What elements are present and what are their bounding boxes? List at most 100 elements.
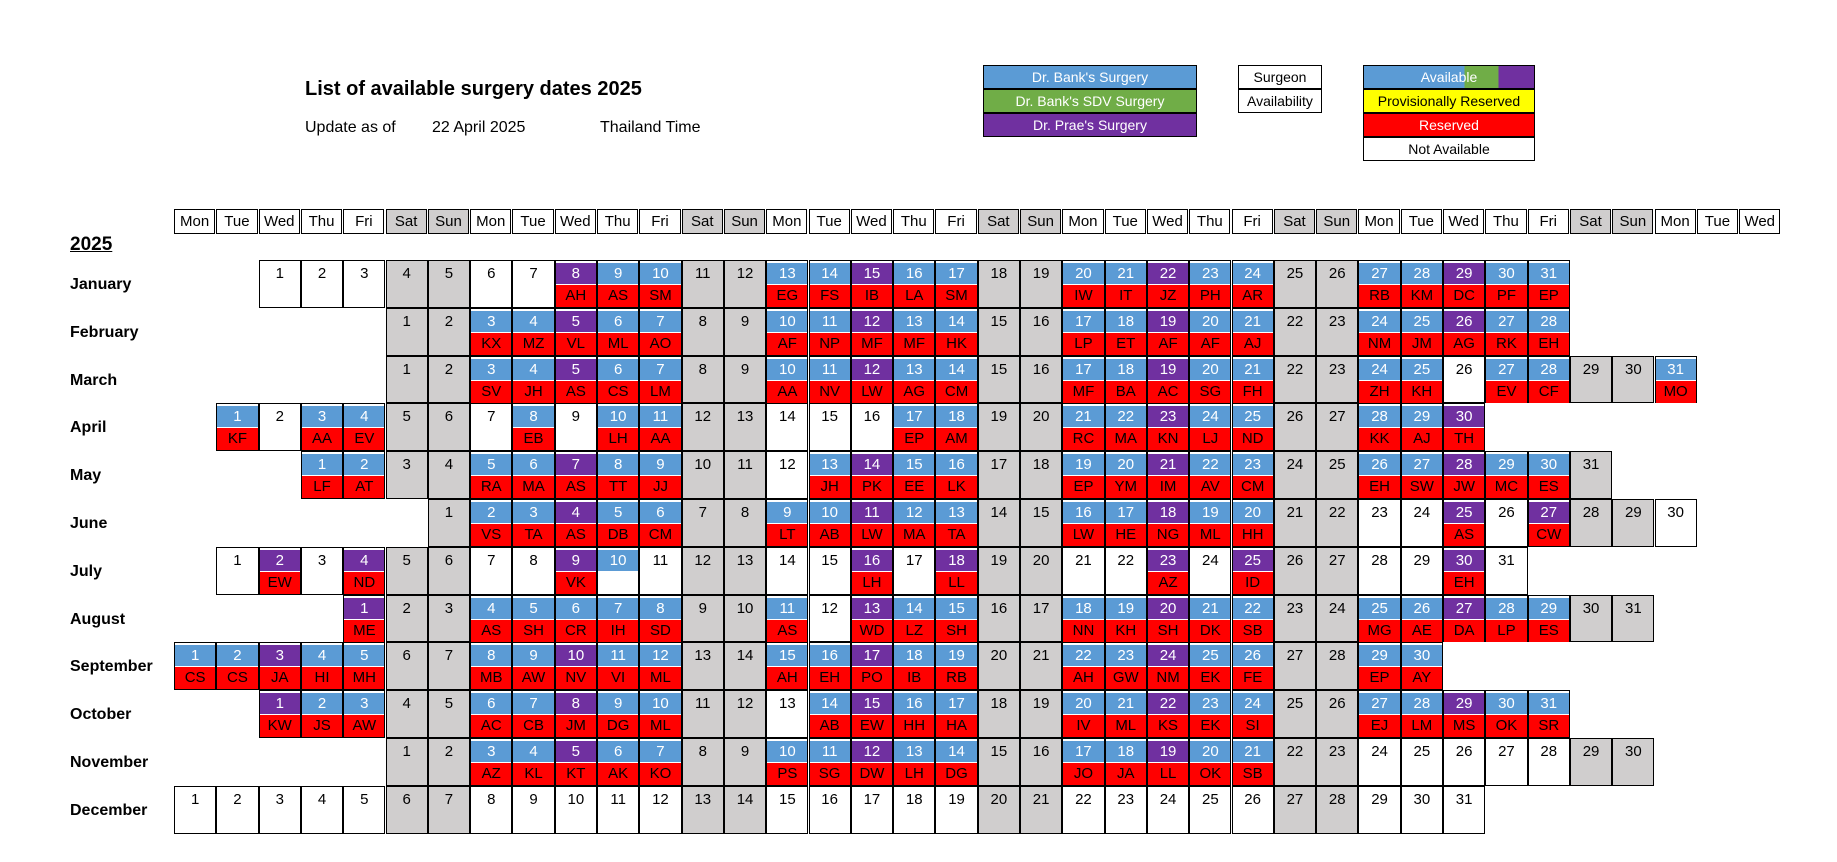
calendar-day-cell[interactable]: 23 PH [1189,260,1232,308]
calendar-day-cell[interactable]: 26 AG [1443,307,1486,356]
calendar-day-cell[interactable]: 15 SH [935,594,978,643]
calendar-day-cell[interactable]: 12 ML [639,642,682,691]
calendar-day-cell[interactable]: 6 CS [597,355,640,404]
calendar-day-cell[interactable]: 9 [723,355,767,404]
calendar-day-cell[interactable]: 27 DA [1443,594,1486,643]
calendar-day-cell[interactable]: 4 MZ [512,307,555,356]
calendar-day-cell[interactable]: 17 HA [935,690,978,738]
calendar-day-cell[interactable]: 24 [1273,451,1317,499]
calendar-day-cell[interactable]: 15 [977,355,1020,404]
calendar-day-cell[interactable]: 16 LW [1062,499,1105,547]
calendar-day-cell[interactable]: 28 LP [1485,594,1528,643]
calendar-day-cell[interactable]: 30 PF [1485,260,1528,308]
calendar-day-cell[interactable]: 7 AO [639,307,682,356]
calendar-day-cell[interactable]: 25 MG [1358,594,1401,643]
calendar-day-cell[interactable]: 1 [385,738,428,786]
calendar-day-cell[interactable]: 24 NM [1358,307,1401,356]
calendar-day-cell[interactable]: 24 [1316,594,1359,643]
calendar-day-cell[interactable]: 11 [681,690,724,738]
calendar-day-cell[interactable]: 19 ML [1189,499,1232,547]
calendar-day-cell[interactable]: 3 [385,451,428,499]
calendar-day-cell[interactable]: 15 EW [850,690,894,738]
calendar-day-cell[interactable]: 23 CM [1231,451,1274,499]
calendar-day-cell[interactable]: 28 [1569,499,1613,547]
calendar-day-cell[interactable]: 30 [1612,355,1655,404]
calendar-day-cell[interactable]: 20 [1020,546,1063,595]
calendar-day-cell[interactable]: 22 KS [1146,690,1190,738]
calendar-day-cell[interactable]: 14 [766,403,809,452]
calendar-day-cell[interactable]: 28 KK [1358,403,1401,452]
calendar-day-cell[interactable]: 25 AS [1443,499,1486,547]
calendar-day-cell[interactable]: 22 [1104,546,1147,595]
calendar-day-cell[interactable]: 14 DG [935,738,978,786]
calendar-day-cell[interactable]: 27 EV [1485,355,1528,404]
calendar-day-cell[interactable]: 29 ES [1527,594,1570,643]
calendar-day-cell[interactable]: 26 [1443,738,1486,786]
calendar-day-cell[interactable]: 5 [343,785,386,834]
calendar-day-cell[interactable]: 7 AS [554,451,597,499]
calendar-day-cell[interactable]: 1 CS [174,642,217,691]
calendar-day-cell[interactable]: 22 SB [1231,594,1274,643]
calendar-day-cell[interactable]: 3 [343,260,386,308]
calendar-day-cell[interactable]: 1 [216,546,259,595]
calendar-day-cell[interactable]: 3 KX [470,307,513,356]
calendar-day-cell[interactable]: 4 [300,785,344,834]
calendar-day-cell[interactable]: 5 [427,690,471,738]
calendar-day-cell[interactable]: 16 [850,403,894,452]
calendar-day-cell[interactable]: 3 [427,594,471,643]
calendar-day-cell[interactable]: 16 HH [893,690,936,738]
calendar-day-cell[interactable]: 24 ZH [1358,355,1401,404]
calendar-day-cell[interactable]: 13 [681,785,724,834]
calendar-day-cell[interactable]: 6 AC [470,690,513,738]
calendar-day-cell[interactable]: 1 [174,785,217,834]
calendar-day-cell[interactable]: 5 RA [470,451,513,499]
calendar-day-cell[interactable]: 14 LZ [893,594,936,643]
calendar-day-cell[interactable]: 27 RB [1358,260,1401,308]
calendar-day-cell[interactable]: 21 FH [1231,355,1274,404]
calendar-day-cell[interactable]: 6 AK [597,738,640,786]
calendar-day-cell[interactable]: 7 [470,403,513,452]
calendar-day-cell[interactable]: 21 AJ [1231,307,1274,356]
calendar-day-cell[interactable]: 22 [1273,738,1317,786]
calendar-day-cell[interactable]: 19 [977,403,1020,452]
calendar-day-cell[interactable]: 30 [1612,738,1655,786]
calendar-day-cell[interactable]: 20 YM [1104,451,1147,499]
calendar-day-cell[interactable]: 14 HK [935,307,978,356]
calendar-day-cell[interactable]: 2 [427,355,471,404]
calendar-day-cell[interactable]: 25 [1273,690,1317,738]
calendar-day-cell[interactable]: 7 [470,546,513,595]
calendar-day-cell[interactable]: 28 LM [1400,690,1443,738]
calendar-day-cell[interactable]: 16 LA [893,260,936,308]
calendar-day-cell[interactable]: 2 [385,594,428,643]
calendar-day-cell[interactable]: 13 [723,403,767,452]
calendar-day-cell[interactable]: 25 ND [1231,403,1274,452]
calendar-day-cell[interactable]: 9 [681,594,724,643]
calendar-day-cell[interactable]: 19 [1020,690,1063,738]
calendar-day-cell[interactable]: 7 KO [639,738,682,786]
calendar-day-cell[interactable]: 8 TT [597,451,640,499]
calendar-day-cell[interactable]: 28 [1316,785,1359,834]
calendar-day-cell[interactable]: 26 [1273,546,1317,595]
calendar-day-cell[interactable]: 4 EV [343,403,386,452]
calendar-day-cell[interactable]: 8 MB [470,642,513,691]
calendar-day-cell[interactable]: 18 AM [935,403,978,452]
calendar-day-cell[interactable]: 15 [808,546,851,595]
calendar-day-cell[interactable]: 2 [427,307,471,356]
calendar-day-cell[interactable]: 26 [1231,785,1274,834]
calendar-day-cell[interactable]: 17 JO [1062,738,1105,786]
calendar-day-cell[interactable]: 8 JM [554,690,597,738]
calendar-day-cell[interactable]: 25 JM [1400,307,1443,356]
calendar-day-cell[interactable]: 21 IM [1146,451,1190,499]
calendar-day-cell[interactable]: 22 MA [1104,403,1147,452]
calendar-day-cell[interactable]: 21 IT [1104,260,1147,308]
calendar-day-cell[interactable]: 6 [470,260,513,308]
calendar-day-cell[interactable]: 30 AY [1400,642,1443,691]
calendar-day-cell[interactable]: 2 [258,403,301,452]
calendar-day-cell[interactable]: 7 LM [639,355,682,404]
calendar-day-cell[interactable]: 11 NP [808,307,851,356]
calendar-day-cell[interactable]: 23 GW [1104,642,1147,691]
calendar-day-cell[interactable]: 25 KH [1400,355,1443,404]
calendar-day-cell[interactable]: 7 [512,260,555,308]
calendar-day-cell[interactable]: 24 [1189,546,1232,595]
calendar-day-cell[interactable]: 23 [1316,738,1359,786]
